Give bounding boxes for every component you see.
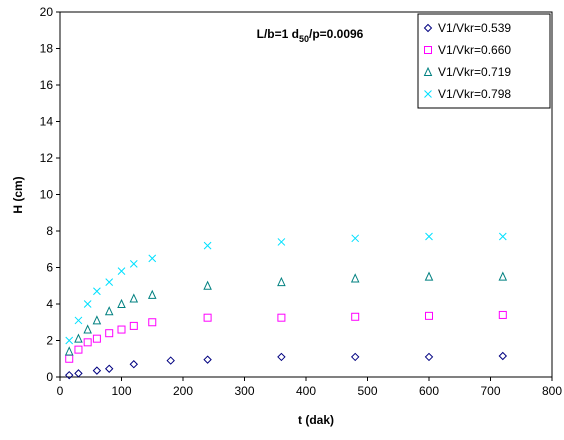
point xyxy=(129,259,138,268)
point xyxy=(498,232,507,241)
y-axis-label: H (cm) xyxy=(11,176,25,213)
point xyxy=(350,352,360,362)
point xyxy=(104,364,114,373)
point xyxy=(498,351,508,361)
point xyxy=(105,329,114,338)
point xyxy=(83,300,92,308)
point xyxy=(277,276,286,287)
point xyxy=(105,278,114,286)
point xyxy=(498,310,507,319)
point xyxy=(424,90,432,98)
x-tick-label: 0 xyxy=(57,384,64,398)
point xyxy=(117,325,126,334)
point xyxy=(351,312,360,321)
y-tick-label: 12 xyxy=(40,151,54,165)
x-tick-label: 800 xyxy=(542,384,562,398)
point xyxy=(129,293,139,303)
legend-label: V1/Vkr=0.719 xyxy=(438,65,511,79)
point xyxy=(74,345,83,354)
point xyxy=(425,232,433,241)
point xyxy=(425,311,433,320)
point xyxy=(277,352,286,362)
point xyxy=(117,267,126,276)
point xyxy=(129,321,138,330)
x-tick-label: 600 xyxy=(419,384,439,398)
x-tick-label: 500 xyxy=(357,384,377,398)
x-tick-label: 400 xyxy=(296,384,316,398)
point xyxy=(203,313,212,322)
point xyxy=(424,46,432,54)
point xyxy=(423,66,433,76)
point xyxy=(148,254,157,263)
point xyxy=(74,369,83,378)
x-tick-label: 100 xyxy=(111,384,131,398)
y-tick-label: 8 xyxy=(46,224,53,238)
y-tick-label: 2 xyxy=(46,334,53,348)
annotation: L/b=1 d50/p=0.0096 xyxy=(257,27,364,44)
point xyxy=(498,271,508,281)
point xyxy=(129,360,139,369)
point xyxy=(74,333,83,343)
point xyxy=(92,366,102,375)
point xyxy=(424,271,434,281)
y-tick-label: 18 xyxy=(40,42,54,56)
point xyxy=(83,324,92,334)
point xyxy=(203,355,212,364)
legend-label: V1/Vkr=0.660 xyxy=(438,43,511,57)
point xyxy=(147,289,157,299)
point xyxy=(423,23,433,33)
point xyxy=(277,238,286,246)
legend-label: V1/Vkr=0.798 xyxy=(438,87,511,101)
y-tick-label: 10 xyxy=(40,188,54,202)
point xyxy=(203,280,212,290)
annotation-subscript: 50 xyxy=(299,34,309,44)
point xyxy=(65,370,74,380)
point xyxy=(424,352,434,362)
point xyxy=(277,313,286,322)
point xyxy=(203,241,212,250)
point xyxy=(166,356,175,365)
y-tick-label: 16 xyxy=(40,78,54,92)
point xyxy=(92,315,102,325)
y-tick-label: 20 xyxy=(40,5,54,19)
point xyxy=(65,336,74,345)
x-tick-label: 200 xyxy=(173,384,193,398)
y-tick-label: 6 xyxy=(46,261,53,275)
point xyxy=(148,318,157,327)
annotation-part: /p=0.0096 xyxy=(309,27,364,41)
point xyxy=(65,354,74,363)
y-tick-label: 0 xyxy=(46,370,53,384)
x-tick-label: 300 xyxy=(234,384,254,398)
point xyxy=(351,234,360,243)
point xyxy=(350,273,360,283)
annotation-part: L/b=1 d xyxy=(257,27,299,41)
point xyxy=(74,316,83,325)
x-tick-label: 700 xyxy=(480,384,500,398)
point xyxy=(64,346,74,356)
point xyxy=(93,287,101,296)
x-axis-label: t (dak) xyxy=(298,413,334,427)
point xyxy=(104,306,114,316)
y-tick-label: 14 xyxy=(40,115,54,129)
point xyxy=(83,338,92,347)
legend-box xyxy=(417,13,551,109)
legend-label: V1/Vkr=0.539 xyxy=(438,21,511,35)
point xyxy=(117,298,126,308)
point xyxy=(92,334,101,343)
y-tick-label: 4 xyxy=(46,297,53,311)
